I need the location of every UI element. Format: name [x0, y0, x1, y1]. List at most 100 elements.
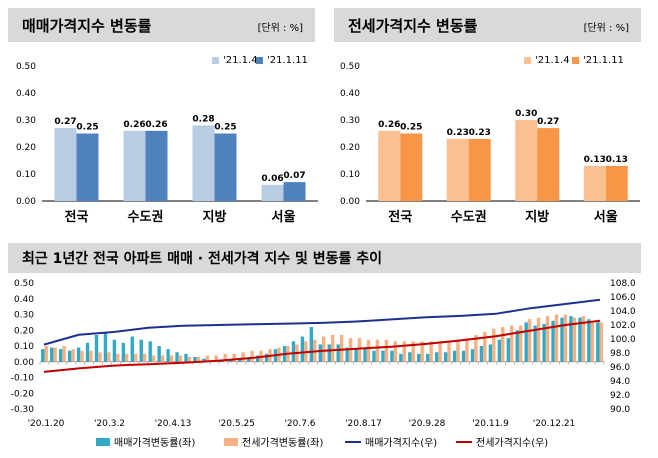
trend-jeonse-bar: [581, 316, 586, 362]
jeonse-ytick-label: 0.50: [340, 62, 360, 72]
trend-sale-bar: [103, 331, 108, 362]
trend-jeonse-bar: [420, 341, 424, 362]
trend-left-tick-label: -0.20: [11, 389, 35, 399]
sale-legend-prev: '21.1.4: [212, 55, 258, 66]
sale-data-label: 0.07: [283, 171, 305, 181]
trend-sale-index-line: [43, 298, 601, 346]
sale-bar-curr: [283, 182, 306, 201]
trend-x-tick-label: '20.3.2: [94, 419, 125, 429]
jeonse-bar-prev: [446, 138, 469, 201]
trend-sale-bar: [130, 336, 134, 362]
trend-sale-bar: [452, 350, 457, 362]
trend-x-tick-label: '20.12.21: [533, 419, 576, 429]
jeonse-bar-prev: [583, 165, 606, 201]
jeonse-ytick-label: 0.00: [340, 197, 360, 207]
trend-legend-jeonse-bar-swatch: [224, 437, 238, 446]
jeonse-category-label: 수도권: [451, 210, 487, 225]
trend-panel-title: 최근 1년간 전국 아파트 매매 · 전세가격 지수 및 변동률 추이: [22, 251, 383, 267]
trend-jeonse-bar: [134, 353, 138, 362]
sale-ytick-label: 0.30: [16, 116, 36, 126]
trend-sale-bar: [229, 360, 233, 362]
trend-sale-bar: [345, 347, 349, 362]
trend-right-tick-label: 98.0: [610, 349, 630, 359]
trend-panel-header: 최근 1년간 전국 아파트 매매 · 전세가격 지수 및 변동률 추이: [8, 243, 641, 273]
trend-sale-bar: [443, 352, 448, 362]
trend-jeonse-bar: [214, 355, 218, 362]
trend-jeonse-bar: [402, 341, 406, 362]
trend-sale-bar: [318, 344, 322, 362]
jeonse-bar-curr: [605, 165, 628, 201]
trend-sale-bar: [121, 342, 126, 362]
trend-right-tick-label: 102.0: [610, 321, 636, 331]
trend-right-tick-label: 100.0: [610, 335, 636, 345]
trend-legend-jeonse-line-swatch: [456, 440, 472, 443]
sale-ytick-label: 0.20: [16, 143, 36, 153]
trend-legend-sale-bar: 매매가격변동률(좌): [96, 434, 195, 449]
sale-panel-title: 매매가격지수 변동률: [22, 17, 152, 35]
trend-sale-bar: [560, 317, 564, 362]
sale-bar-curr: [76, 133, 99, 201]
trend-left-tick-label: 0.30: [14, 311, 34, 321]
trend-legend-sale-bar-label: 매매가격변동률(좌): [114, 438, 196, 449]
trend-jeonse-bar: [53, 347, 57, 362]
trend-sale-bar: [58, 349, 63, 362]
trend-jeonse-bar: [330, 334, 335, 362]
trend-sale-bar: [470, 349, 475, 362]
trend-sale-bar: [488, 344, 493, 362]
trend-jeonse-bar: [178, 355, 183, 362]
trend-x-tick-label: '20.4.13: [155, 419, 192, 429]
trend-jeonse-bar: [125, 353, 129, 362]
jeonse-data-label: 0.30: [515, 109, 537, 119]
trend-right-tick-label: 104.0: [610, 307, 636, 317]
trend-jeonse-bar: [384, 339, 389, 362]
trend-sale-bar: [372, 350, 376, 362]
jeonse-bar-curr: [400, 133, 423, 201]
sale-bar-curr: [214, 133, 237, 201]
sale-category-label: 전국: [65, 209, 89, 225]
trend-sale-bar: [202, 358, 206, 362]
trend-sale-bar: [85, 342, 90, 362]
trend-jeonse-bar: [411, 341, 415, 362]
trend-jeonse-bar: [44, 346, 48, 362]
jeonse-legend-curr: '21.1.11: [572, 55, 624, 66]
jeonse-bar-prev: [515, 120, 538, 201]
trend-jeonse-bar: [563, 314, 568, 362]
jeonse-data-label: 0.23: [469, 128, 491, 138]
sale-bar-prev: [261, 184, 284, 201]
sale-bar-prev: [123, 130, 146, 201]
sale-panel-header: 매매가격지수 변동률 [단위 : %]: [8, 8, 315, 42]
sale-legend-curr-swatch: [256, 57, 263, 64]
trend-legend-jeonse-bar: 전세가격변동률(좌): [224, 434, 323, 449]
trend-sale-bar: [587, 319, 591, 362]
trend-sale-bar: [41, 349, 45, 362]
trend-sale-bar: [50, 347, 54, 362]
sale-data-label: 0.28: [192, 114, 214, 124]
trend-sale-bar: [479, 346, 484, 362]
jeonse-data-label: 0.25: [400, 123, 422, 133]
trend-jeonse-bar: [151, 355, 156, 362]
trend-legend-jeonse-line-label: 전세가격지수(우): [476, 438, 549, 449]
trend-sale-bar: [390, 350, 394, 362]
trend-right-tick-label: 96.0: [610, 363, 630, 373]
trend-jeonse-bar: [98, 352, 102, 362]
trend-sale-bar: [157, 346, 161, 362]
trend-left-tick-label: 0.50: [14, 279, 34, 289]
jeonse-data-label: 0.27: [537, 117, 559, 127]
trend-sale-bar: [497, 339, 502, 362]
trend-jeonse-bar: [536, 317, 541, 362]
sale-category-label: 서울: [272, 209, 296, 225]
jeonse-legend-prev-swatch: [524, 57, 531, 64]
trend-sale-bar: [408, 352, 412, 362]
jeonse-legend-curr-label: '21.1.11: [583, 55, 624, 66]
trend-jeonse-bar: [465, 338, 469, 362]
trend-jeonse-bar: [518, 325, 523, 362]
trend-jeonse-bar: [599, 322, 603, 362]
jeonse-ytick-label: 0.20: [340, 143, 360, 153]
trend-right-tick-label: 94.0: [610, 377, 630, 387]
jeonse-category-label: 전국: [388, 209, 412, 225]
trend-sale-bar: [524, 322, 528, 362]
trend-jeonse-bar: [375, 339, 380, 362]
trend-jeonse-bar: [429, 341, 433, 362]
trend-jeonse-bar: [456, 339, 460, 362]
